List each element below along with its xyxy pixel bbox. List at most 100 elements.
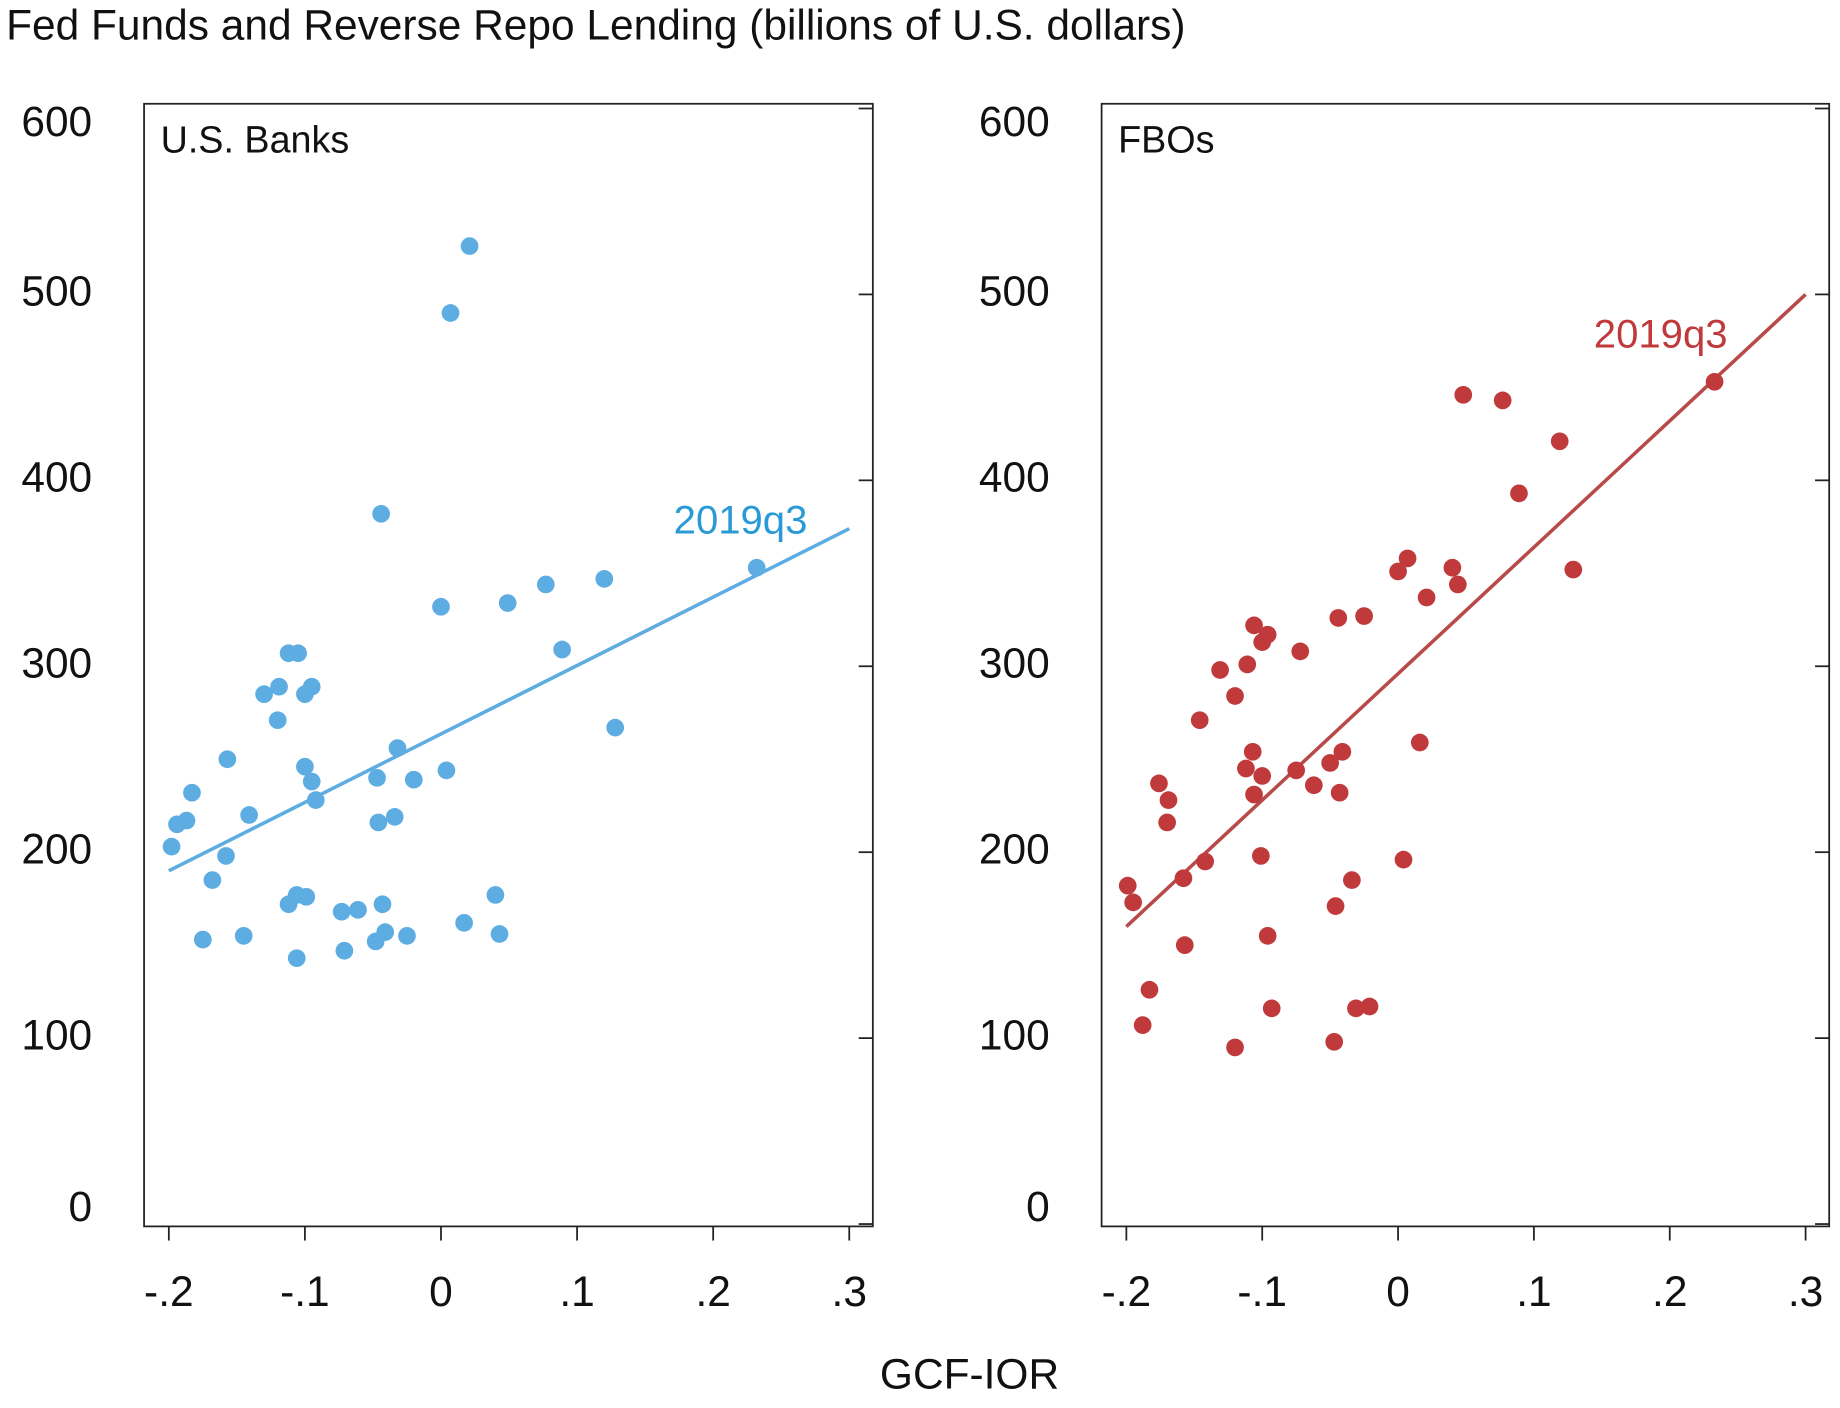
point [1304,776,1323,795]
point [1245,785,1263,804]
point [1226,687,1244,705]
point [218,750,237,769]
y-tick-label: 0 [69,1183,93,1230]
point [1510,484,1528,503]
point [1398,549,1417,568]
x-tick-label: .2 [1652,1268,1687,1315]
annotation: 2019q3 [1594,313,1728,357]
x-tick-label: -.2 [144,1268,194,1315]
point [1287,761,1306,780]
point [1326,897,1345,915]
point [217,847,235,865]
x-tick-label: .2 [695,1268,730,1315]
point [177,811,196,830]
point [1443,558,1462,577]
point [437,761,456,780]
point [349,900,367,919]
fit-line [1125,293,1807,928]
point [1258,927,1277,945]
point [268,711,287,730]
y-tick-label: 600 [979,98,1050,145]
point [1360,997,1379,1016]
y-tick-label: 100 [979,1011,1050,1058]
x-tick-label: -.1 [1237,1268,1287,1315]
point [372,504,390,523]
point [1333,742,1352,761]
point [1158,813,1176,832]
point [1262,999,1281,1018]
point [287,949,306,968]
point [373,895,392,914]
y-tick-label: 200 [979,825,1050,872]
point [486,886,505,904]
point [455,913,473,932]
point [306,791,325,809]
y-tick-label: 0 [1026,1183,1050,1230]
point [1347,999,1365,1018]
x-axis-label: GCF-IOR [880,1351,1059,1398]
point [1150,774,1168,793]
point [1253,767,1272,785]
point [369,813,388,832]
y-tick-label: 600 [21,98,92,145]
point [1196,852,1215,871]
point [1159,791,1178,809]
point [1245,616,1263,635]
point [297,887,316,906]
point [302,677,321,696]
point [302,772,321,791]
y-tick-label: 500 [979,268,1050,315]
point [1190,711,1209,730]
point [240,806,258,824]
point [1175,936,1194,954]
point [1321,754,1339,772]
point [194,930,212,949]
y-tick-label: 400 [979,454,1050,501]
point [606,718,625,737]
point [1252,847,1270,865]
point [1140,980,1159,999]
point [432,597,450,616]
point [376,923,395,941]
point [441,304,460,322]
y-tick-label: 400 [21,454,92,501]
point [1237,759,1255,778]
point [498,594,517,612]
point [398,927,416,945]
point [1705,372,1724,391]
fit-line [168,527,851,873]
x-tick-label: .3 [832,1268,867,1315]
point [1417,588,1436,607]
plot-frame [1100,102,1831,1228]
point [1394,850,1413,869]
annotation: 2019q3 [674,499,808,543]
point [1355,607,1373,625]
point [289,644,307,663]
point [255,685,273,703]
y-tick-label: 300 [979,639,1050,686]
point [1389,562,1407,581]
point [460,237,479,255]
point [404,770,423,789]
point [1454,385,1473,404]
point [1325,1032,1344,1051]
point [1174,869,1193,888]
point [1343,871,1361,889]
point [1493,391,1512,410]
point [368,768,386,787]
point [234,927,253,945]
point [1226,1038,1244,1057]
point [553,640,571,659]
point [1550,432,1569,451]
point [1124,893,1143,912]
point [1258,625,1277,644]
point [1133,1016,1152,1034]
y-tick-label: 100 [21,1011,92,1058]
point [1410,733,1429,752]
y-tick-label: 200 [21,825,92,872]
x-tick-label: 0 [429,1268,453,1315]
x-tick-label: .1 [1516,1268,1551,1315]
point [1330,783,1349,802]
point [1243,742,1262,761]
point [385,808,404,826]
